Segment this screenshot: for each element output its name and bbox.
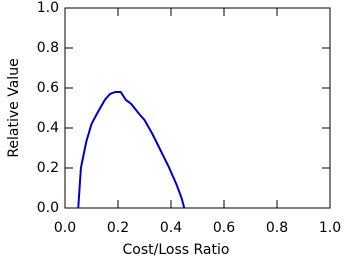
y-tick-label: 0.8 <box>37 40 59 56</box>
x-axis-label: Cost/Loss Ratio <box>123 242 230 258</box>
x-tick-label: 0.2 <box>107 220 129 236</box>
y-tick-label: 0.4 <box>37 120 59 136</box>
y-tick-label: 0.2 <box>37 160 59 176</box>
x-tick-label: 0.8 <box>266 220 288 236</box>
y-tick-label: 0.6 <box>37 80 59 96</box>
x-tick-label: 1.0 <box>319 220 341 236</box>
plot-frame <box>64 7 331 209</box>
x-tick-label: 0.0 <box>54 220 76 236</box>
y-tick-label: 0.0 <box>37 200 59 216</box>
line <box>77 91 186 209</box>
y-axis-label: Relative Value <box>6 58 22 157</box>
y-tick-label: 1.0 <box>37 0 59 16</box>
x-tick-label: 0.4 <box>160 220 182 236</box>
x-tick-label: 0.6 <box>213 220 235 236</box>
